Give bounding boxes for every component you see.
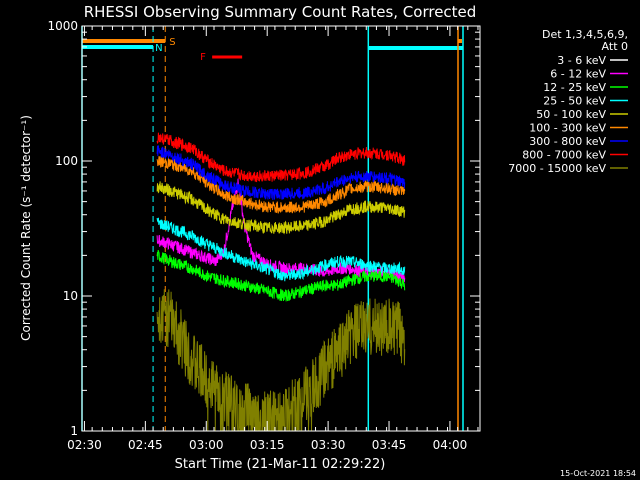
y-tick-label: 10 <box>63 289 78 303</box>
x-tick-label: 04:00 <box>433 438 468 452</box>
y-tick-label: 1000 <box>47 19 78 33</box>
legend-label: 800 - 7000 keV <box>522 149 606 162</box>
saa-label: S <box>169 37 175 48</box>
plot-frame <box>81 25 481 432</box>
legend-label: 12 - 25 keV <box>543 81 606 94</box>
night-label: N <box>155 43 162 54</box>
series-line-7 <box>156 145 406 201</box>
y-tick-label: 1 <box>70 424 78 438</box>
legend-label: 3 - 6 keV <box>557 54 606 67</box>
axes: 1 10 100 1000 02:30 02:45 03:00 03:15 03:30 03:45… <box>47 19 480 452</box>
series-line-4 <box>156 217 406 282</box>
legend-label: 7000 - 15000 keV <box>508 162 606 175</box>
series-line-3 <box>156 250 406 302</box>
flare-label: F <box>200 52 206 63</box>
legend-label: 50 - 100 keV <box>536 108 606 121</box>
timestamp: 15-Oct-2021 18:54 <box>560 469 636 478</box>
series-line-8 <box>156 132 406 183</box>
y-tick-label: 100 <box>55 154 78 168</box>
legend-header: Att 0 <box>602 40 628 53</box>
legend-label: 25 - 50 keV <box>543 95 606 108</box>
x-tick-label: 02:30 <box>67 438 102 452</box>
x-tick-label: 03:30 <box>311 438 346 452</box>
y-axis-label: Corrected Count Rate (s⁻¹ detector⁻¹) <box>19 115 33 341</box>
legend-label: 100 - 300 keV <box>529 122 606 135</box>
series-line-6 <box>156 155 406 214</box>
x-tick-label: 03:45 <box>372 438 407 452</box>
legend-header: Det 1,3,4,5,6,9, <box>542 28 628 41</box>
legend-label: 6 - 12 keV <box>550 68 606 81</box>
x-tick-label: 02:45 <box>128 438 163 452</box>
legend-label: 300 - 800 keV <box>529 135 606 148</box>
series-line-5 <box>156 181 406 235</box>
x-axis-label: Start Time (21-Mar-11 02:29:22) <box>175 457 386 472</box>
x-tick-label: 03:00 <box>189 438 224 452</box>
chart-title: RHESSI Observing Summary Count Rates, Co… <box>84 3 477 21</box>
x-tick-label: 03:15 <box>250 438 285 452</box>
